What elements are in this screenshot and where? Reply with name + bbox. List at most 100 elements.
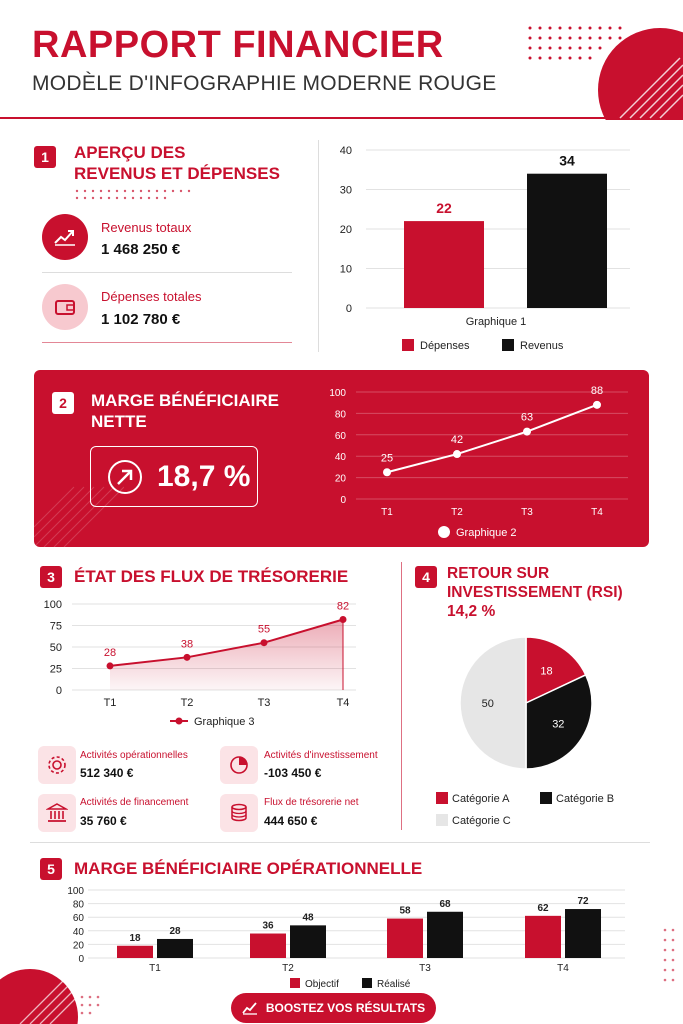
data-point: [593, 400, 601, 409]
bar: [427, 911, 463, 958]
y-tick-label: 20: [340, 224, 352, 236]
pie-slice: [459, 636, 527, 770]
divider: [42, 342, 292, 343]
section-1-title-line1: APERÇU DES: [74, 143, 186, 162]
legend-label: Dépenses: [420, 340, 470, 352]
section-2-title: MARGE BÉNÉFICIAIRE NETTE: [91, 390, 279, 432]
chart-5-operating-margin: 0 20 40 60 80 100 18 28 T1 36 48 T2 58 68 T3 62 72 T4 Obje…: [67, 886, 625, 990]
data-point: [106, 662, 114, 670]
bar: [290, 925, 326, 958]
chart-1-revenue-expenses: 0 10 20 30 40 22 34 Graphique 1 Dépenses Revenus: [340, 145, 630, 352]
revenue-value: 1 468 250 €: [101, 241, 181, 258]
bar: [250, 933, 286, 958]
revenue-label: Revenus totaux: [101, 220, 192, 235]
y-tick-label: 10: [340, 264, 352, 276]
y-tick-label: 100: [44, 599, 62, 611]
data-label: 25: [381, 452, 393, 464]
page-title: RAPPORT FINANCIER: [32, 24, 444, 66]
data-label: 68: [439, 899, 451, 910]
decor-stripes: [34, 486, 124, 547]
legend-swatch: [540, 792, 552, 804]
data-label: 55: [258, 624, 270, 636]
roi-value: 14,2 %: [447, 603, 496, 620]
cashflow-item-value: 35 760 €: [80, 814, 127, 828]
data-label: 28: [169, 926, 181, 937]
data-point: [183, 653, 191, 661]
section-2-title-line2: NETTE: [91, 412, 147, 431]
legend-label: Catégorie C: [452, 815, 511, 827]
y-tick-label: 75: [50, 621, 62, 633]
bar: [525, 915, 561, 958]
x-tick-label: T3: [419, 963, 431, 974]
decor-top-right: [528, 26, 683, 120]
section-1-title-line2: REVENUS ET DÉPENSES: [74, 164, 280, 183]
legend-label: Objectif: [305, 979, 339, 990]
wallet-icon: [42, 284, 88, 330]
cashflow-item-label: Activités opérationnelles: [80, 750, 188, 761]
section-1-title: APERÇU DES REVENUS ET DÉPENSES: [74, 142, 280, 184]
legend-swatch: [290, 978, 300, 988]
data-label: 62: [537, 903, 549, 914]
decor-bottom-right: [663, 928, 675, 982]
legend-swatch: [402, 339, 414, 351]
x-tick-label: T3: [258, 697, 271, 709]
data-label: 38: [181, 638, 193, 650]
data-label: 72: [577, 896, 589, 907]
net-margin-value: 18,7 %: [157, 459, 251, 493]
vertical-divider: [318, 140, 319, 352]
cashflow-item-label: Activités de financement: [80, 797, 189, 808]
dots-divider: [75, 189, 191, 200]
data-label: 42: [451, 434, 463, 446]
y-tick-label: 0: [346, 303, 352, 315]
header-divider: [0, 117, 683, 119]
data-point: [339, 615, 347, 623]
section-4-title-line1: RETOUR SUR: [447, 565, 550, 582]
y-tick-label: 100: [329, 388, 346, 399]
x-tick-label: T1: [149, 963, 161, 974]
net-margin-panel: [34, 370, 649, 547]
y-tick-label: 60: [73, 913, 85, 924]
y-tick-label: 50: [50, 642, 62, 654]
data-label: 63: [521, 412, 533, 424]
section-4-number: 4: [415, 566, 437, 588]
x-tick-label: T2: [282, 963, 294, 974]
pie-icon: [220, 746, 258, 784]
expenses-value: 1 102 780 €: [101, 311, 181, 328]
data-point: [523, 427, 531, 436]
cashflow-item-label: Activités d'investissement: [264, 750, 378, 761]
legend-label: Revenus: [520, 340, 564, 352]
bar: [527, 173, 607, 308]
y-tick-label: 0: [78, 954, 84, 965]
legend-swatch: [438, 526, 450, 538]
series-line: [109, 618, 344, 667]
arrow-up-right-icon: [108, 459, 142, 494]
section-5-title: MARGE BÉNÉFICIAIRE OPÉRATIONNELLE: [74, 859, 423, 878]
data-label: 34: [559, 153, 575, 169]
x-tick-label: T2: [181, 697, 194, 709]
x-tick-label: T1: [104, 697, 117, 709]
bank-icon: [38, 794, 76, 832]
y-tick-label: 100: [67, 886, 84, 897]
y-tick-label: 30: [340, 185, 352, 197]
legend-swatch: [436, 814, 448, 826]
trend-up-icon: [42, 214, 88, 260]
cashflow-item-value: 444 650 €: [264, 814, 318, 828]
legend-label: Graphique 3: [194, 716, 255, 728]
y-tick-label: 40: [335, 452, 347, 463]
x-tick-label: T4: [337, 697, 350, 709]
legend-label: Catégorie B: [556, 793, 614, 805]
bar: [117, 945, 153, 958]
chart-4-roi-pie: 18 32 50 Catégorie A Catégorie B Catégorie C: [436, 636, 614, 827]
cashflow-item-value: -103 450 €: [264, 766, 322, 780]
gear-icon: [38, 746, 76, 784]
legend-swatch-point: [175, 717, 183, 725]
legend-swatch: [362, 978, 372, 988]
data-label: 22: [436, 200, 452, 216]
x-axis-label: Graphique 1: [466, 316, 527, 328]
bar: [565, 909, 601, 958]
y-tick-label: 0: [56, 685, 62, 697]
y-tick-label: 0: [340, 495, 346, 506]
boost-results-button[interactable]: BOOSTEZ VOS RÉSULTATS: [231, 993, 436, 1023]
x-tick-label: T4: [591, 507, 603, 518]
cta-label: BOOSTEZ VOS RÉSULTATS: [265, 1001, 426, 1015]
